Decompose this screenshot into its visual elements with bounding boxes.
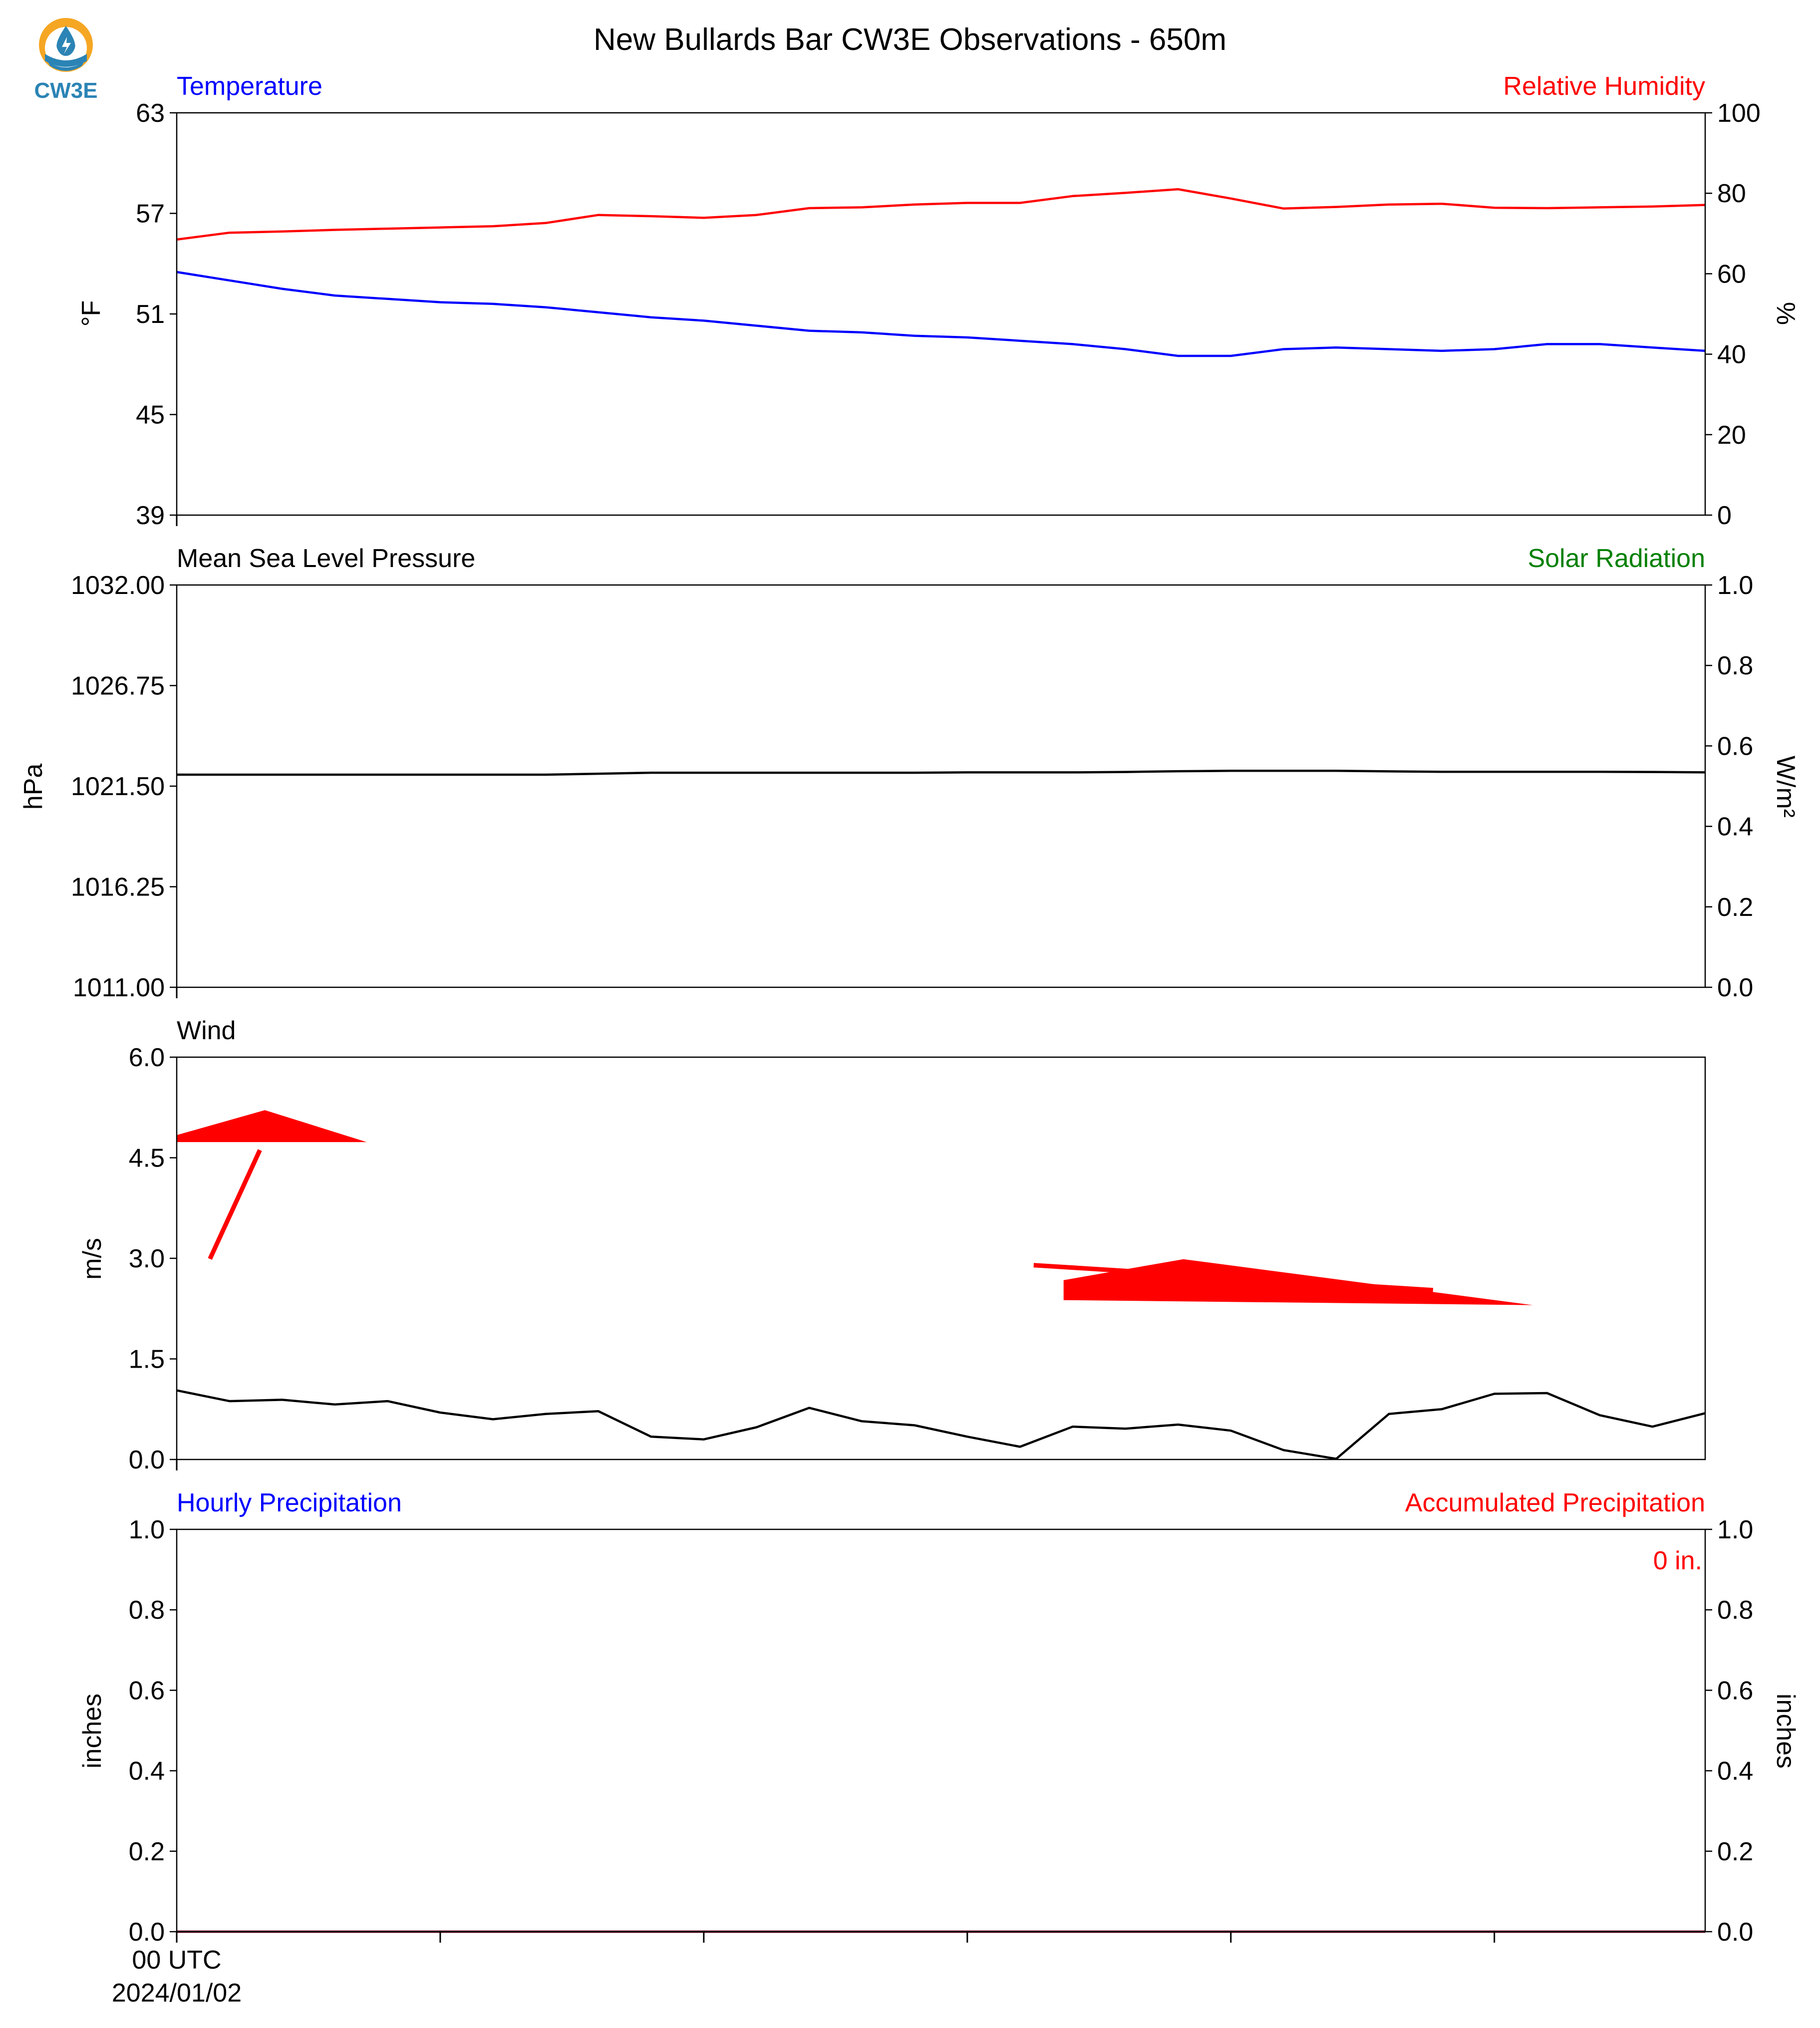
wind-barb-pennant <box>1063 1259 1533 1305</box>
plot-frame <box>176 112 1706 516</box>
water-drop-sun-icon <box>39 18 93 72</box>
y-tick-label-right: 60 <box>1717 260 1746 289</box>
solar-axis-label: W/m² <box>1771 756 1800 818</box>
pressure-ticks: 1032.00 1026.75 1021.50 1016.25 1011.00 <box>71 571 177 1002</box>
y-tick-label: 6.0 <box>129 1043 165 1072</box>
accumulated-total-annotation: 0 in. <box>1653 1546 1702 1575</box>
y-tick-label-right: 80 <box>1717 179 1746 208</box>
y-tick-label: 45 <box>136 401 165 430</box>
humidity-ticks: 100 80 60 40 20 0 <box>1705 99 1761 530</box>
y-tick-label: 1021.50 <box>71 772 165 801</box>
y-tick-label-right: 1.0 <box>1717 571 1753 600</box>
y-tick-label: 0.2 <box>129 1837 165 1866</box>
y-tick-label: 51 <box>136 300 165 329</box>
y-tick-label-right: 0.4 <box>1717 813 1753 842</box>
y-tick-label: 4.5 <box>129 1144 165 1173</box>
relative-humidity-title: Relative Humidity <box>1503 72 1705 101</box>
y-tick-label-right: 0.8 <box>1717 651 1753 680</box>
logo-text: CW3E <box>34 78 97 103</box>
plot-frame <box>176 584 1706 988</box>
y-tick-label-right: 0 <box>1717 501 1732 530</box>
y-tick-label: 0.6 <box>129 1676 165 1705</box>
wind-speed-line <box>176 1389 1706 1460</box>
accumulated-precip-title: Accumulated Precipitation <box>1405 1488 1705 1517</box>
wind-speed-series <box>176 1389 1706 1460</box>
y-tick-label-right: 0.0 <box>1717 1918 1753 1947</box>
y-tick-label: 39 <box>136 501 165 530</box>
panel-pressure-solar: Mean Sea Level Pressure Solar Radiation … <box>19 544 1800 1002</box>
y-tick-label-right: 0.8 <box>1717 1596 1753 1625</box>
x-tick-label-date: 2024/01/02 <box>112 1979 242 2008</box>
y-tick-label-right: 0.4 <box>1717 1757 1753 1786</box>
wind-ticks: 6.0 4.5 3.0 1.5 0.0 <box>129 1043 177 1474</box>
pressure-axis-label: hPa <box>19 764 48 810</box>
panel-precipitation: Hourly Precipitation Accumulated Precipi… <box>78 1488 1800 2008</box>
solar-ticks: 1.0 0.8 0.6 0.4 0.2 0.0 <box>1705 571 1753 1002</box>
wind-barbs <box>177 1110 1533 1305</box>
y-tick-label: 1026.75 <box>71 672 165 701</box>
humidity-axis-label: % <box>1771 302 1800 325</box>
accum-precip-ticks: 1.0 0.8 0.6 0.4 0.2 0.0 <box>1705 1515 1753 1947</box>
hourly-precip-title: Hourly Precipitation <box>177 1488 402 1517</box>
temperature-axis-label: °F <box>77 300 106 327</box>
time-axis-ticks <box>176 1932 1496 1943</box>
x-tick-label-time: 00 UTC <box>132 1946 221 1975</box>
y-tick-label: 0.4 <box>129 1757 165 1786</box>
pressure-series <box>177 770 1706 776</box>
wind-axis-label: m/s <box>78 1238 107 1280</box>
precip-axis-label-left: inches <box>78 1694 107 1768</box>
temperature-humidity-series <box>176 188 1706 357</box>
pressure-title: Mean Sea Level Pressure <box>177 544 475 573</box>
solar-radiation-title: Solar Radiation <box>1527 544 1705 573</box>
y-tick-label-right: 1.0 <box>1717 1515 1753 1544</box>
wind-barb-pennant <box>177 1110 367 1143</box>
y-tick-label: 57 <box>136 200 165 229</box>
y-tick-label-right: 0.2 <box>1717 1837 1753 1866</box>
y-tick-label-right: 0.2 <box>1717 893 1753 922</box>
pressure-line <box>177 770 1706 776</box>
temperature-line <box>176 271 1706 357</box>
y-tick-label-right: 40 <box>1717 340 1746 369</box>
y-tick-label: 3.0 <box>129 1244 165 1273</box>
temperature-ticks: 63 57 51 45 39 <box>136 99 177 530</box>
y-tick-label-right: 0.6 <box>1717 1676 1753 1705</box>
y-tick-label-right: 100 <box>1717 99 1761 128</box>
y-tick-label: 1011.00 <box>73 973 165 1002</box>
plot-frame <box>176 1528 1706 1933</box>
y-tick-label: 0.0 <box>129 1446 165 1474</box>
humidity-line <box>176 188 1706 241</box>
figure-title: New Bullards Bar CW3E Observations - 650… <box>594 22 1226 57</box>
y-tick-label-right: 20 <box>1717 421 1746 450</box>
y-tick-label: 1016.25 <box>71 873 165 902</box>
panel-temperature-humidity: Temperature Relative Humidity °F % 63 57 5… <box>77 72 1800 530</box>
panel-wind: Wind m/s 6.0 4.5 3.0 1.5 0.0 <box>78 1016 1706 1474</box>
y-tick-label-right: 0.0 <box>1717 973 1753 1002</box>
precip-axis-label-right: inches <box>1771 1694 1800 1768</box>
wind-barb-staff <box>208 1149 262 1260</box>
y-tick-label: 1032.00 <box>71 571 165 600</box>
y-tick-label: 0.8 <box>129 1596 165 1625</box>
cw3e-logo: CW3E <box>34 18 98 103</box>
plot-frame <box>176 1056 1706 1460</box>
y-tick-label: 0.0 <box>129 1918 165 1947</box>
y-tick-label: 63 <box>136 99 165 128</box>
wind-title: Wind <box>177 1016 236 1045</box>
y-tick-label: 1.5 <box>129 1345 165 1374</box>
hourly-precip-ticks: 1.0 0.8 0.6 0.4 0.2 0.0 <box>129 1515 177 1947</box>
temperature-title: Temperature <box>177 72 322 101</box>
y-tick-label-right: 0.6 <box>1717 732 1753 761</box>
y-tick-label: 1.0 <box>129 1515 165 1544</box>
